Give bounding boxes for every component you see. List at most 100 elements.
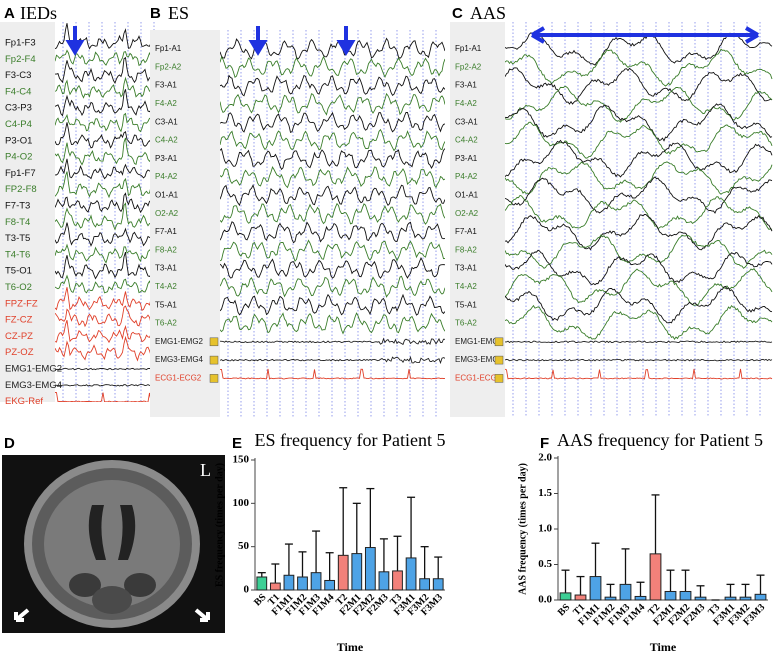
- panel-title: ES: [168, 3, 189, 23]
- y-tick-label: 2.0: [538, 452, 552, 464]
- panel-letter: B: [150, 5, 161, 22]
- eeg-trace: [505, 194, 773, 230]
- lock-icon: [209, 355, 219, 365]
- channel-label: P3-O1: [5, 135, 32, 146]
- y-tick-label: 0.0: [538, 594, 552, 606]
- eeg-trace: [55, 243, 165, 264]
- channel-label: EMG1-EMG2: [155, 337, 204, 346]
- channel-label: FZ-CZ: [5, 315, 33, 326]
- bar: [283, 574, 295, 591]
- y-axis-label: AAS frequency (times per day): [517, 463, 528, 595]
- eeg-trace: [220, 111, 445, 134]
- channel-label: EMG3-EMG4: [5, 380, 62, 391]
- channel-label: PZ-OZ: [5, 347, 34, 358]
- channel-label: P3-A1: [155, 154, 178, 163]
- channel-label: T3-A1: [155, 264, 177, 273]
- y-tick-label: 1.5: [538, 487, 552, 499]
- channel-label: Fp2-F4: [5, 54, 36, 65]
- eeg-trace: [505, 249, 773, 286]
- eeg-trace: [505, 121, 773, 159]
- channel-label: C4-P4: [5, 119, 32, 130]
- eeg-trace: [505, 234, 773, 269]
- channel-label: F3-A1: [155, 81, 177, 90]
- channel-label: Fp2-A2: [455, 62, 482, 71]
- channel-label: T6-A2: [155, 319, 177, 328]
- channel-label: ECG1-ECG2: [455, 374, 502, 383]
- eeg-trace: [220, 337, 445, 346]
- bar: [297, 576, 308, 591]
- y-tick-label: 50: [238, 540, 250, 552]
- channel-label: T5-A1: [155, 300, 177, 309]
- bar: [664, 590, 677, 601]
- eeg-trace: [55, 137, 165, 166]
- eeg-trace: [55, 171, 165, 199]
- lock-icon: [494, 374, 504, 383]
- event-arrow: [65, 26, 85, 56]
- eeg-trace: [55, 320, 165, 345]
- channel-label: Fp1-A1: [455, 44, 482, 53]
- bar: [604, 596, 617, 601]
- eeg-traces: [220, 30, 445, 417]
- channel-label: F8-A2: [155, 245, 177, 254]
- eeg-trace: [505, 161, 773, 195]
- panel-letter: E: [232, 435, 242, 452]
- channel-label: P4-A2: [455, 172, 478, 181]
- bar: [724, 596, 737, 601]
- eeg-trace: [55, 89, 165, 117]
- channel-label: Fp2-A2: [155, 62, 182, 71]
- y-tick-label: 100: [233, 497, 250, 509]
- bar: [324, 579, 336, 591]
- eeg-trace: [220, 355, 445, 365]
- channel-label: C3-A1: [455, 117, 478, 126]
- eeg-trace: [220, 239, 445, 262]
- channel-label: F3-C3: [5, 70, 31, 81]
- channel-label: O1-A1: [155, 191, 179, 200]
- bar: [256, 576, 268, 591]
- eeg-trace: [220, 293, 445, 316]
- channel-label: F8-T4: [5, 217, 30, 228]
- eeg-trace: [55, 222, 165, 247]
- eeg-trace: [55, 287, 165, 312]
- label-column: [0, 22, 55, 402]
- y-axis-label: ES frequency (times per day): [214, 463, 225, 587]
- channel-label: Fp1-A1: [155, 44, 182, 53]
- channel-label: EMG1-EMG2: [455, 337, 504, 346]
- bar: [419, 578, 431, 591]
- channel-label: T6-A2: [455, 319, 477, 328]
- channel-label: FPZ-FZ: [5, 298, 38, 309]
- eeg-trace: [505, 340, 773, 344]
- channel-label: P4-O2: [5, 152, 32, 163]
- panel-letter: A: [4, 5, 15, 22]
- eeg-trace: [55, 76, 165, 99]
- eeg-trace: [220, 166, 445, 189]
- channel-label: P3-A1: [455, 154, 478, 163]
- channel-label: EMG1-EMG2: [5, 364, 62, 375]
- channel-label: T4-T6: [5, 249, 30, 260]
- eeg-trace: [505, 358, 773, 362]
- label-column: [150, 30, 220, 417]
- eeg-trace: [505, 85, 773, 123]
- eeg-trace: [505, 304, 773, 341]
- eeg-trace: [55, 192, 165, 214]
- label-column: [450, 22, 505, 417]
- channel-label: P4-A2: [155, 172, 178, 181]
- eeg-trace: [220, 256, 445, 279]
- duration-arrow: [530, 26, 760, 44]
- channel-label: ECG1-ECG2: [155, 374, 202, 383]
- eeg-trace: [55, 112, 165, 133]
- eeg-trace: [505, 48, 773, 87]
- bar: [619, 583, 632, 601]
- channel-label: F8-A2: [455, 245, 477, 254]
- channel-label: O2-A2: [155, 209, 179, 218]
- eeg-trace: [55, 305, 165, 328]
- channel-label: T5-A1: [455, 300, 477, 309]
- eeg-trace: [220, 74, 445, 97]
- channel-label: EMG3-EMG: [455, 355, 499, 364]
- eeg-trace: [505, 103, 773, 142]
- bar: [432, 578, 444, 591]
- eeg-trace: [55, 367, 165, 371]
- channel-label: Fp1-F3: [5, 38, 36, 49]
- eeg-trace: [220, 275, 445, 298]
- panel-letter: D: [4, 435, 15, 452]
- channel-label: O1-A1: [455, 191, 479, 200]
